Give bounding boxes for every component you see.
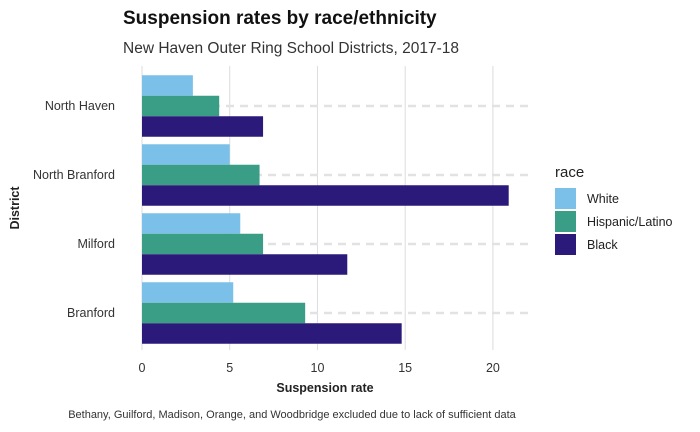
bar-north-branford-white [142, 144, 230, 165]
bar-branford-white [142, 282, 234, 303]
y-tick-label: North Branford [33, 168, 115, 182]
x-tick-labels: 0 5 10 15 20 [139, 361, 500, 375]
x-tick-label: 5 [226, 361, 233, 375]
x-tick-label: 15 [398, 361, 412, 375]
legend-swatch [555, 188, 576, 209]
x-tick-label: 20 [486, 361, 500, 375]
legend-title: race [555, 164, 584, 181]
chart-subtitle: New Haven Outer Ring School Districts, 2… [123, 40, 459, 57]
y-tick-labels: North Haven North Branford Milford Branford [33, 99, 115, 320]
legend-label: White [587, 192, 619, 206]
bar-north-haven-white [142, 75, 193, 96]
bar-north-haven-hispanic-latino [142, 95, 220, 117]
bar-milford-white [142, 213, 241, 234]
y-tick-label: Milford [77, 237, 115, 251]
bars [142, 75, 509, 344]
y-tick-label: Branford [67, 306, 115, 320]
legend-label: Hispanic/Latino [587, 215, 673, 229]
bar-milford-black [142, 254, 348, 275]
x-tick-label: 10 [311, 361, 325, 375]
bar-branford-hispanic-latino [142, 302, 306, 324]
chart-caption: Bethany, Guilford, Madison, Orange, and … [68, 409, 516, 421]
legend: race White Hispanic/Latino Black [555, 164, 673, 255]
legend-label: Black [587, 238, 618, 252]
legend-swatch [555, 211, 576, 232]
bar-branford-black [142, 323, 402, 344]
x-tick-label: 0 [139, 361, 146, 375]
y-tick-label: North Haven [45, 99, 115, 113]
legend-swatch [555, 234, 576, 255]
chart-title: Suspension rates by race/ethnicity [123, 8, 437, 29]
x-axis-title: Suspension rate [276, 381, 373, 395]
bar-north-branford-black [142, 185, 509, 206]
y-axis-title: District [8, 186, 22, 230]
bar-milford-hispanic-latino [142, 233, 264, 255]
bar-north-haven-black [142, 116, 264, 137]
bar-north-branford-hispanic-latino [142, 164, 260, 186]
